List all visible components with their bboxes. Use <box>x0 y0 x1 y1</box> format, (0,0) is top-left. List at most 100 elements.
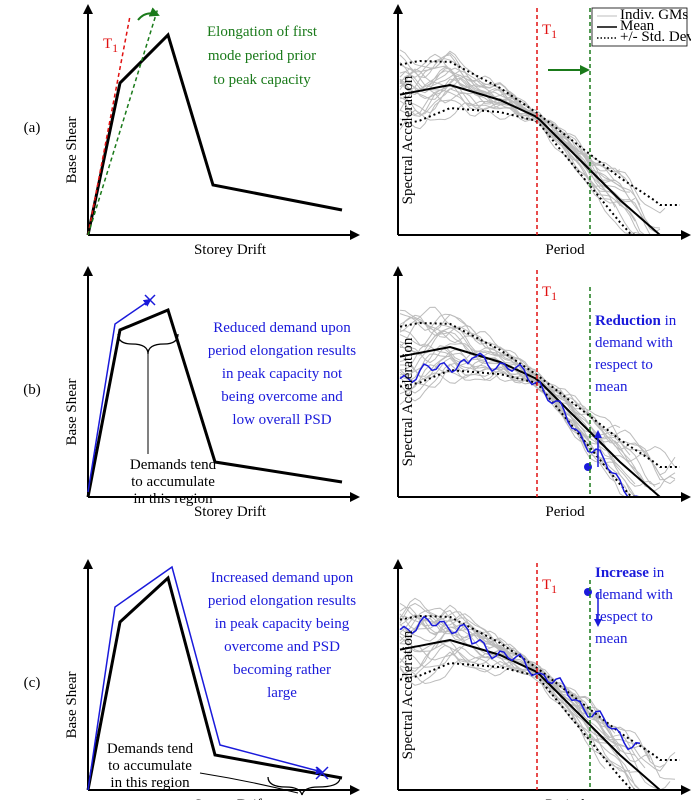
annotation-line: Reduced demand upon <box>213 320 351 336</box>
record-line <box>399 615 641 751</box>
annotation-emphasis: Reduction <box>595 313 661 329</box>
annotation-line: respect to <box>595 357 653 373</box>
legend-label: Mean <box>620 18 655 34</box>
panel-label: (a) <box>24 120 41 136</box>
period-subscript: 1 <box>551 27 557 41</box>
ground-motion-line <box>399 343 646 483</box>
annotation-line: Reduction in <box>595 313 677 329</box>
ground-motion-line <box>399 68 636 203</box>
demand-end-cross <box>315 766 329 780</box>
annotation-line: demand with <box>595 335 673 351</box>
annotation-text: in <box>653 565 665 581</box>
annotation-line: low overall PSD <box>232 412 331 428</box>
period-subscript: 1 <box>551 582 557 596</box>
ground-motion-line <box>399 644 650 791</box>
period-label: T1 <box>542 284 557 303</box>
annotation-line: Elongation of first <box>207 24 318 40</box>
ground-motion-line <box>399 53 606 164</box>
annotation-line: large <box>267 685 297 701</box>
ground-motion-line <box>399 89 621 207</box>
demand-path <box>87 298 152 493</box>
demand-end-cross <box>144 294 156 306</box>
annotation-line: period elongation results <box>208 343 356 359</box>
note-line: in this region <box>110 775 190 791</box>
period-symbol: T <box>542 22 551 38</box>
annotation-line: demand with <box>595 587 673 603</box>
annotation-line: in peak capacity being <box>215 616 350 632</box>
note-line: Demands tend <box>107 741 194 757</box>
annotation-line: mean <box>595 379 628 395</box>
note-line: to accumulate <box>131 474 215 490</box>
period-symbol: T <box>542 577 551 593</box>
ground-motion-line <box>399 99 650 236</box>
elongation-arrow <box>137 7 160 21</box>
ground-motion-line <box>399 626 671 791</box>
annotation-line: period elongation results <box>208 593 356 609</box>
ground-motion-line <box>399 353 661 498</box>
ground-motion-line <box>399 628 616 747</box>
ground-motion-line <box>399 597 601 717</box>
ground-motion-line <box>399 67 626 192</box>
annotation-line: in peak capacity not <box>222 366 343 382</box>
x-axis-label: Period <box>545 242 585 258</box>
annotation-line: Increase in <box>595 565 665 581</box>
period-label: T1 <box>542 577 557 596</box>
annotation-line: becoming rather <box>233 662 331 678</box>
panel-row: (b) Base Shear Storey Drift Demands tendto … <box>23 266 691 520</box>
y-axis-label: Spectral Acceleration <box>400 630 416 759</box>
period-label: T1 <box>103 36 118 55</box>
annotation-line: mean <box>595 631 628 647</box>
record-point <box>584 463 592 471</box>
std-upper <box>399 59 680 206</box>
capacity-curve <box>86 32 343 236</box>
period-symbol: T <box>103 36 112 52</box>
panel-label: (c) <box>24 675 41 691</box>
mean-line <box>399 638 665 791</box>
legend-label: Indiv. GMs <box>620 7 688 23</box>
y-axis-label: Base Shear <box>64 671 80 738</box>
brace-pointer <box>199 772 299 794</box>
note-line: in this region <box>133 491 213 507</box>
record-point <box>584 588 592 596</box>
ground-motion-line <box>399 352 636 485</box>
period-subscript: 1 <box>112 41 118 55</box>
ground-motion-line <box>399 602 611 726</box>
ground-motion-line <box>399 313 621 431</box>
period-label: T1 <box>542 22 557 41</box>
annotation-line: mode period prior <box>208 48 316 64</box>
y-axis-label: Spectral Acceleration <box>400 337 416 466</box>
std-upper <box>399 321 680 468</box>
panel-label: (b) <box>23 382 41 398</box>
brace <box>267 776 341 796</box>
demand-path <box>87 565 324 791</box>
brace <box>117 333 179 355</box>
period-symbol: T <box>542 284 551 300</box>
y-axis-label: Spectral Acceleration <box>400 75 416 204</box>
std-upper <box>399 614 680 761</box>
note-line: to accumulate <box>108 758 192 774</box>
mean-line <box>399 345 665 498</box>
elongated-period-line <box>87 7 159 236</box>
x-axis-label: Storey Drift <box>194 242 267 258</box>
capacity-curve <box>86 307 343 498</box>
period-subscript: 1 <box>551 289 557 303</box>
record-line <box>399 352 641 498</box>
annotation-emphasis: Increase <box>595 565 649 581</box>
mean-line <box>399 83 665 236</box>
ground-motion-line <box>399 362 616 483</box>
annotation-line: overcome and PSD <box>224 639 340 655</box>
capacity-curve <box>86 575 343 791</box>
y-axis-label: Base Shear <box>64 378 80 445</box>
legend-label: +/- Std. Dev. <box>620 29 691 45</box>
annotation-line: being overcome and <box>221 389 343 405</box>
annotation-text: in <box>665 313 677 329</box>
initial-period-line <box>87 15 131 236</box>
annotation-line: Increased demand upon <box>211 570 354 586</box>
note-line: Demands tend <box>130 457 217 473</box>
ground-motion-line <box>399 52 666 214</box>
x-axis-label: Storey Drift <box>194 504 267 520</box>
x-axis-label: Period <box>545 504 585 520</box>
